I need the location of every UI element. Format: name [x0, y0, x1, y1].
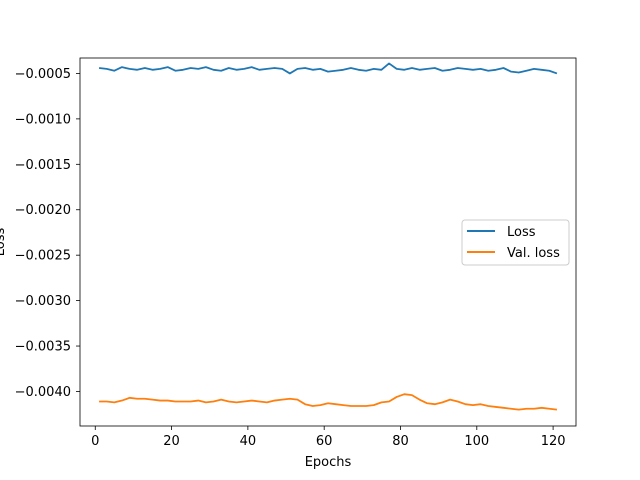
y-tick-label: −0.0020 [15, 203, 71, 218]
y-axis: −0.0005 −0.0010 −0.0015 −0.0020 −0.0025 −0.00… [15, 67, 80, 400]
legend-label-val-loss: Val. loss [507, 246, 560, 261]
y-tick-label: −0.0010 [15, 112, 71, 127]
x-axis-label: Epochs [305, 455, 352, 470]
x-tick-label: 40 [240, 434, 257, 449]
y-tick-label: −0.0040 [15, 385, 71, 400]
legend-label-loss: Loss [507, 225, 536, 240]
series-line-val-loss [99, 393, 558, 411]
axes-frame [79, 57, 577, 427]
x-tick-label: 60 [316, 434, 333, 449]
y-tick-label: −0.0035 [15, 340, 71, 355]
y-tick-label: −0.0025 [15, 249, 71, 264]
x-axis: 0 20 40 60 80 100 120 [91, 426, 566, 449]
y-tick-label: −0.0015 [15, 158, 71, 173]
y-tick-label: −0.0005 [15, 67, 71, 82]
x-tick-label: 120 [541, 434, 566, 449]
series-line-loss [98, 62, 558, 75]
series-layer [98, 62, 558, 411]
y-axis-label: Loss [0, 228, 8, 257]
legend: Loss Val. loss [461, 219, 570, 266]
x-tick-label: 20 [163, 434, 180, 449]
x-tick-label: 80 [392, 434, 409, 449]
y-tick-label: −0.0030 [15, 294, 71, 309]
x-tick-label: 100 [464, 434, 489, 449]
x-tick-label: 0 [91, 434, 99, 449]
